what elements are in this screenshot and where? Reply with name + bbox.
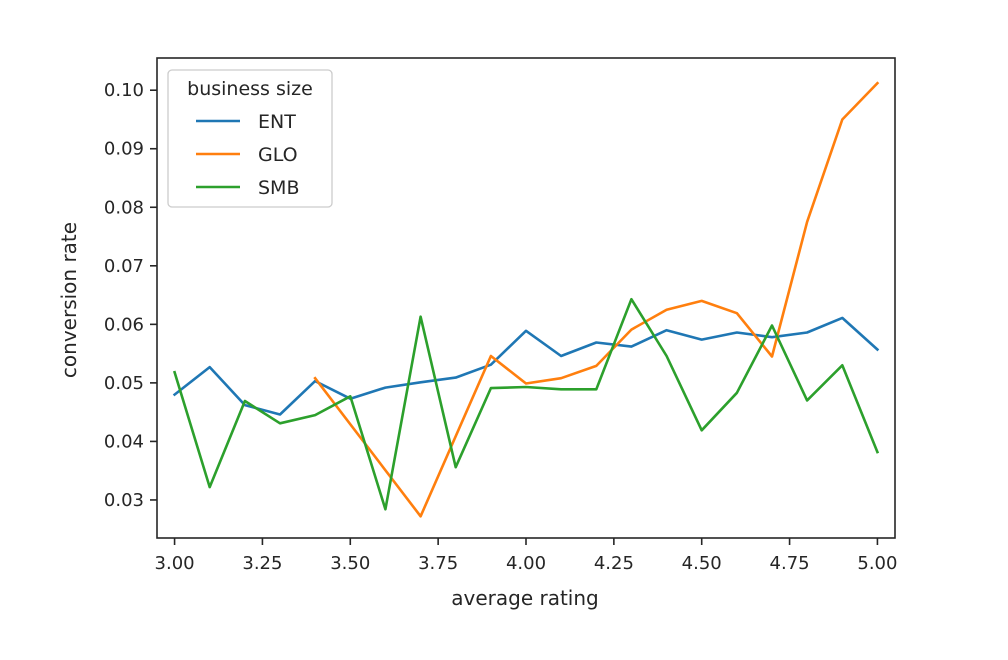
series-line-glo [313, 81, 880, 518]
legend-label-glo: GLO [258, 144, 298, 166]
y-tick-label: 0.06 [104, 314, 144, 335]
x-tick-label: 3.50 [330, 553, 370, 574]
series-line-smb [172, 297, 880, 511]
x-tick-label: 3.75 [418, 553, 458, 574]
series-glo [313, 81, 880, 518]
plot-area [156, 57, 896, 539]
legend-box [167, 69, 333, 208]
x-tick-label: 5.00 [857, 553, 897, 574]
y-tick-label: 0.07 [104, 256, 144, 277]
x-tick-label: 4.50 [682, 553, 722, 574]
legend-label-smb: SMB [258, 177, 300, 199]
x-tick-label: 4.25 [594, 553, 634, 574]
x-tick-label: 4.00 [506, 553, 546, 574]
legend-title: business size [187, 78, 313, 100]
x-axis-label: average rating [451, 586, 598, 610]
x-tick-label: 3.00 [155, 553, 195, 574]
series-line-ent [172, 316, 880, 416]
y-tick-label: 0.09 [104, 139, 144, 160]
x-axis: 3.00 3.25 3.50 3.75 4.00 4.25 4.50 4.75 5.00 [155, 538, 897, 574]
legend: business size ENT GLO SMB [167, 69, 333, 208]
y-tick-label: 0.03 [104, 490, 144, 511]
series-ent [172, 316, 880, 416]
legend-label-ent: ENT [258, 111, 296, 133]
y-tick-label: 0.08 [104, 197, 144, 218]
y-axis-label: conversion rate [57, 222, 81, 378]
x-tick-label: 3.25 [242, 553, 282, 574]
y-tick-label: 0.05 [104, 373, 144, 394]
y-tick-label: 0.10 [104, 80, 144, 101]
series-smb [172, 297, 880, 511]
x-tick-label: 4.75 [770, 553, 810, 574]
y-axis: 0.03 0.04 0.05 0.06 0.07 0.08 0.09 0.10 [104, 80, 157, 511]
y-tick-label: 0.04 [104, 431, 144, 452]
